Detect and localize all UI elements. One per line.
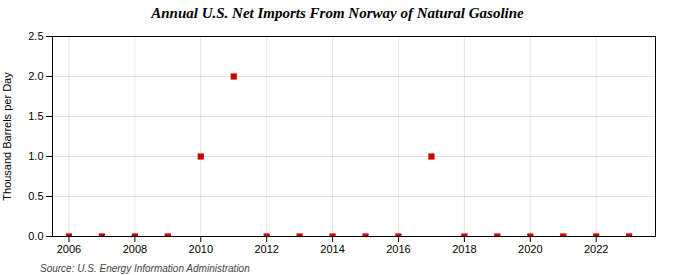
svg-text:0.0: 0.0	[28, 230, 43, 242]
svg-text:Thousand Barrels per Day: Thousand Barrels per Day	[1, 72, 13, 201]
svg-text:2008: 2008	[123, 243, 147, 255]
svg-text:2014: 2014	[320, 243, 344, 255]
svg-text:1.0: 1.0	[28, 150, 43, 162]
svg-text:0.5: 0.5	[28, 190, 43, 202]
svg-text:2010: 2010	[189, 243, 213, 255]
svg-text:2020: 2020	[518, 243, 542, 255]
html-text:Annual U.S. Net Imports From N: Annual U.S. Net Imports From Norway of N…	[151, 5, 524, 21]
svg-text:2016: 2016	[386, 243, 410, 255]
svg-text:2006: 2006	[57, 243, 81, 255]
svg-text:2.5: 2.5	[28, 30, 43, 42]
svg-text:1.5: 1.5	[28, 110, 43, 122]
html-text:Source: U.S. Energy Informatio: Source: U.S. Energy Information Administ…	[40, 263, 250, 274]
svg-text:2018: 2018	[452, 243, 476, 255]
svg-text:2022: 2022	[584, 243, 608, 255]
svg-text:2.0: 2.0	[28, 70, 43, 82]
svg-text:2012: 2012	[254, 243, 278, 255]
